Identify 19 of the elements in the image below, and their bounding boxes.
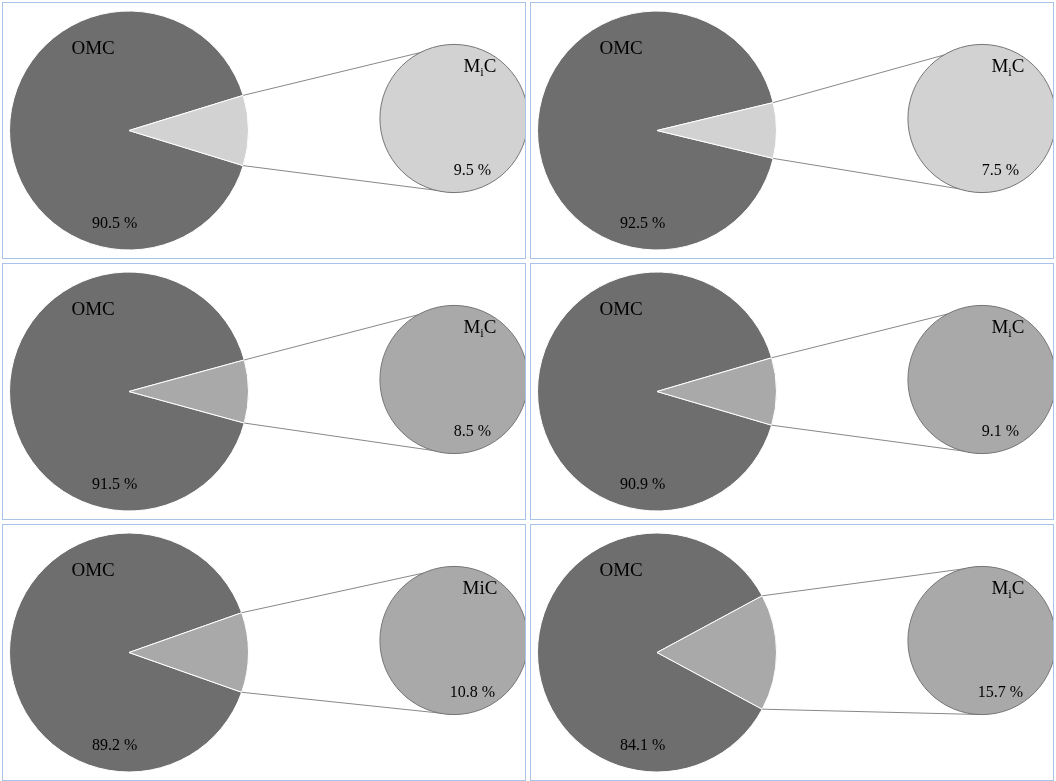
data-label: 90.5 % — [92, 213, 138, 231]
data-label: 7.5 % — [981, 160, 1020, 178]
data-label: 89.2 % — [92, 735, 138, 753]
data-label: 9.1 % — [981, 421, 1020, 439]
slice-label: OMC — [71, 37, 115, 59]
data-label: 90.9 % — [620, 474, 666, 492]
data-label: 9.5 % — [453, 160, 492, 178]
slice-label: OMC — [599, 559, 643, 581]
slice-label: OMC — [599, 298, 643, 320]
data-label: 91.5 % — [92, 474, 138, 492]
slice-label: MiC — [462, 576, 498, 598]
data-label: 84.1 % — [620, 735, 666, 753]
slice-label: OMC — [599, 37, 643, 59]
data-label: 92.5 % — [620, 213, 666, 231]
data-label: 10.8 % — [449, 682, 496, 700]
slice-label: OMC — [71, 298, 115, 320]
data-label: 8.5 % — [453, 421, 492, 439]
slice-label: OMC — [71, 559, 115, 581]
data-label: 15.7 % — [977, 682, 1024, 700]
